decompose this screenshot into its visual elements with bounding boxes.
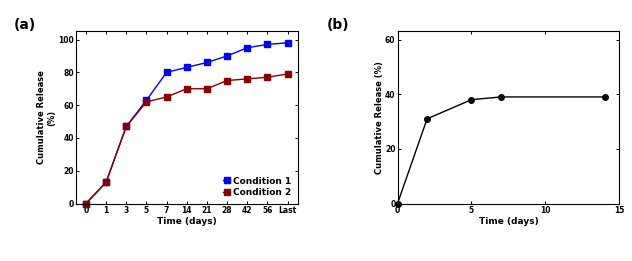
- Condition 1: [82, 202, 90, 205]
- Line: Condition 1: Condition 1: [83, 40, 290, 206]
- Condition 2: [264, 76, 271, 79]
- Condition 2: [243, 77, 251, 80]
- Condition 2: [143, 100, 150, 103]
- Condition 2: [203, 87, 210, 90]
- Condition 1: [264, 43, 271, 46]
- Legend: Condition 1, Condition 2: Condition 1, Condition 2: [221, 175, 293, 199]
- Text: (b): (b): [327, 17, 349, 32]
- Condition 1: [183, 66, 191, 69]
- Condition 1: [243, 46, 251, 49]
- X-axis label: Time (days): Time (days): [478, 217, 538, 227]
- Y-axis label: Cumulative Release (%): Cumulative Release (%): [375, 61, 384, 174]
- Condition 1: [143, 99, 150, 102]
- Condition 2: [102, 181, 110, 184]
- Condition 2: [183, 87, 191, 90]
- Condition 2: [82, 202, 90, 205]
- Condition 1: [102, 181, 110, 184]
- Condition 1: [163, 71, 171, 74]
- Y-axis label: Cumulative Release
(%): Cumulative Release (%): [37, 70, 57, 164]
- Condition 2: [284, 72, 291, 75]
- Condition 1: [203, 61, 210, 64]
- X-axis label: Time (days): Time (days): [157, 217, 217, 227]
- Condition 1: [223, 54, 231, 57]
- Line: Condition 2: Condition 2: [83, 71, 290, 206]
- Condition 1: [284, 41, 291, 44]
- Condition 2: [223, 79, 231, 82]
- Text: (a): (a): [14, 17, 36, 32]
- Condition 1: [123, 125, 130, 128]
- Condition 2: [163, 95, 171, 98]
- Condition 2: [123, 125, 130, 128]
